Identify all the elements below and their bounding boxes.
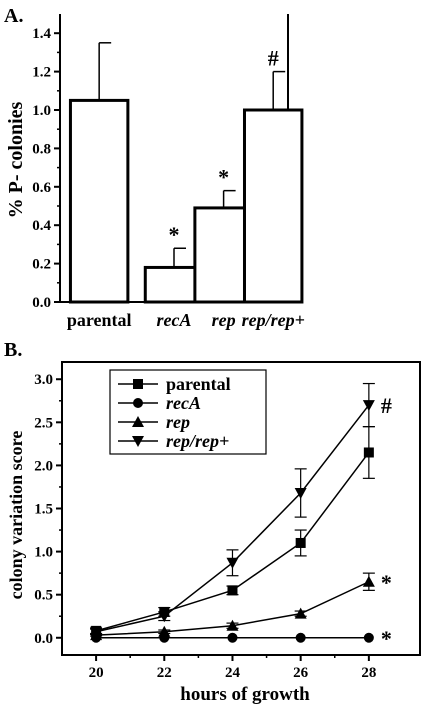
panel-b-x-tick-label: 28 bbox=[361, 665, 376, 681]
panel-a-x-tick-label: parental bbox=[67, 310, 132, 330]
panel-a-y-tick-label: 0.0 bbox=[32, 295, 51, 311]
panel-b-label: B. bbox=[4, 339, 22, 361]
panel-a-y-tick-label: 0.8 bbox=[32, 141, 51, 157]
panel-b-significance-mark: * bbox=[381, 626, 392, 651]
panel-b-plot: 0.00.51.01.52.02.53.020 22 24 26 28parentalr… bbox=[34, 361, 421, 681]
panel-a-significance-mark: # bbox=[268, 46, 279, 71]
legend-label-rep-repplus: rep/rep+ bbox=[166, 431, 229, 451]
panel-b-y-tick-label: 2.5 bbox=[34, 415, 53, 431]
bar-parental bbox=[68, 98, 130, 304]
panel-a-significance-mark: * bbox=[169, 222, 180, 247]
panel-b-x-axis-label: hours of growth bbox=[180, 684, 310, 705]
panel-a-label: A. bbox=[4, 5, 23, 27]
series-point-parental bbox=[227, 585, 238, 596]
series-point-rep-repplus bbox=[294, 487, 307, 499]
panel-b-y-tick-label: 0.0 bbox=[34, 631, 53, 647]
series-point-rep-repplus bbox=[226, 557, 239, 569]
panel-a-y-axis-label: % P- colonies bbox=[5, 101, 27, 218]
series-point-parental bbox=[363, 447, 374, 458]
panel-b-x-tick-label: 20 bbox=[89, 665, 104, 681]
series-point-rep bbox=[158, 625, 171, 637]
series-point-rep bbox=[294, 607, 307, 619]
bar-rep-rep+ bbox=[242, 108, 304, 304]
panel-b-significance-mark: * bbox=[381, 570, 392, 595]
panel-b-y-tick-label: 1.5 bbox=[34, 502, 53, 518]
panel-a-y-tick-label: 0.6 bbox=[32, 180, 51, 196]
series-point-recA bbox=[363, 632, 374, 643]
series-point-recA bbox=[227, 632, 238, 643]
panel-a-x-tick-label: rep/rep+ bbox=[242, 310, 305, 330]
series-point-rep bbox=[362, 575, 375, 587]
legend-marker-rep-repplus bbox=[132, 436, 144, 447]
series-point-rep-repplus bbox=[158, 611, 171, 623]
panel-a-y-tick-label: 1.4 bbox=[32, 26, 51, 42]
series-point-parental bbox=[295, 537, 306, 548]
legend-marker-parental bbox=[133, 379, 143, 389]
panel-a-x-tick-label: rep bbox=[212, 310, 236, 330]
series-point-rep bbox=[226, 619, 239, 631]
panel-b-y-tick-label: 2.0 bbox=[34, 458, 53, 474]
panel-a-y-tick-label: 1.2 bbox=[32, 65, 51, 81]
series-point-rep-repplus bbox=[362, 400, 375, 412]
panel-b-significance-mark: # bbox=[381, 393, 392, 418]
panel-a-significance-mark: * bbox=[218, 165, 229, 190]
panel-b-y-axis-label: colony variation score bbox=[6, 431, 26, 600]
panel-b-y-tick-label: 0.5 bbox=[34, 588, 53, 604]
panel-b-y-tick-label: 3.0 bbox=[34, 372, 53, 388]
panel-b-x-tick-label: 26 bbox=[293, 665, 309, 681]
panel-a-y-tick-label: 0.2 bbox=[32, 257, 51, 273]
series-point-rep-repplus bbox=[90, 626, 103, 638]
panel-b-x-tick-label: 24 bbox=[225, 665, 241, 681]
panel-b-y-tick-label: 1.0 bbox=[34, 545, 53, 561]
panel-a-x-tick-label: recA bbox=[157, 310, 192, 330]
legend-label-parental: parental bbox=[166, 374, 231, 394]
panel-a-plot: 0.0 0.2 0.4 0.6 0.8 1.0 1.2 1.4 parental * recA * re… bbox=[32, 14, 305, 330]
panel-a-y-tick-label: 0.4 bbox=[32, 218, 51, 234]
panel-a-y-tick-label: 1.0 bbox=[32, 103, 51, 119]
legend-label-rep: rep bbox=[166, 412, 190, 432]
legend-marker-rep bbox=[132, 416, 144, 427]
panel-b-x-tick-label: 22 bbox=[157, 665, 172, 681]
legend-marker-recA bbox=[133, 398, 143, 408]
series-line-parental bbox=[95, 452, 370, 632]
bar-rep bbox=[193, 206, 254, 304]
legend-label-recA: recA bbox=[166, 393, 201, 413]
series-point-recA bbox=[295, 632, 306, 643]
bar-recA bbox=[143, 265, 205, 304]
